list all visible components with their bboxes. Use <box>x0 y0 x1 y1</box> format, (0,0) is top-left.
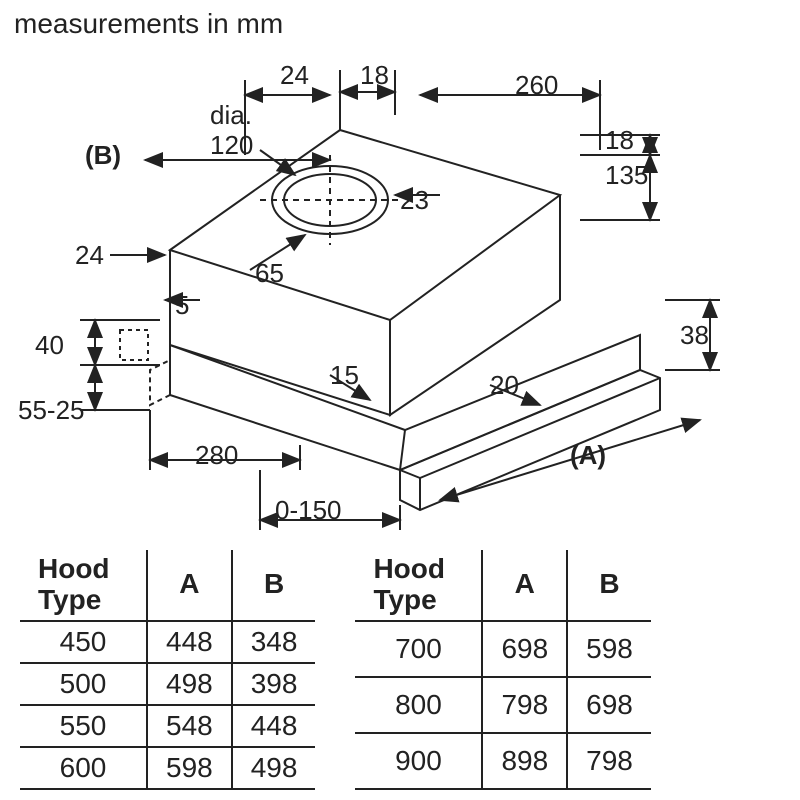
table-cell: 500 <box>20 663 147 705</box>
table-cell: 798 <box>567 733 651 789</box>
dimension-tables: HoodType A B 450448348500498398550548448… <box>20 550 780 790</box>
th-B: B <box>567 550 651 621</box>
th-hoodtype: HoodType <box>355 550 482 621</box>
th-B: B <box>232 550 316 621</box>
table-cell: 700 <box>355 621 482 677</box>
th-A: A <box>482 550 567 621</box>
table-cell: 498 <box>232 747 316 789</box>
table-cell: 900 <box>355 733 482 789</box>
table-cell: 598 <box>567 621 651 677</box>
table-cell: 600 <box>20 747 147 789</box>
table-cell: 448 <box>232 705 316 747</box>
table-cell: 548 <box>147 705 232 747</box>
table-cell: 450 <box>20 621 147 663</box>
table-cell: 498 <box>147 663 232 705</box>
table-right: HoodType A B 700698598800798698900898798 <box>355 550 650 790</box>
th-hoodtype: HoodType <box>20 550 147 621</box>
table-cell: 348 <box>232 621 316 663</box>
table-cell: 698 <box>567 677 651 733</box>
table-cell: 698 <box>482 621 567 677</box>
technical-drawing <box>0 0 800 560</box>
table-cell: 448 <box>147 621 232 663</box>
table-cell: 898 <box>482 733 567 789</box>
th-A: A <box>147 550 232 621</box>
table-cell: 798 <box>482 677 567 733</box>
table-cell: 550 <box>20 705 147 747</box>
table-left: HoodType A B 450448348500498398550548448… <box>20 550 315 790</box>
table-cell: 598 <box>147 747 232 789</box>
table-cell: 398 <box>232 663 316 705</box>
table-cell: 800 <box>355 677 482 733</box>
